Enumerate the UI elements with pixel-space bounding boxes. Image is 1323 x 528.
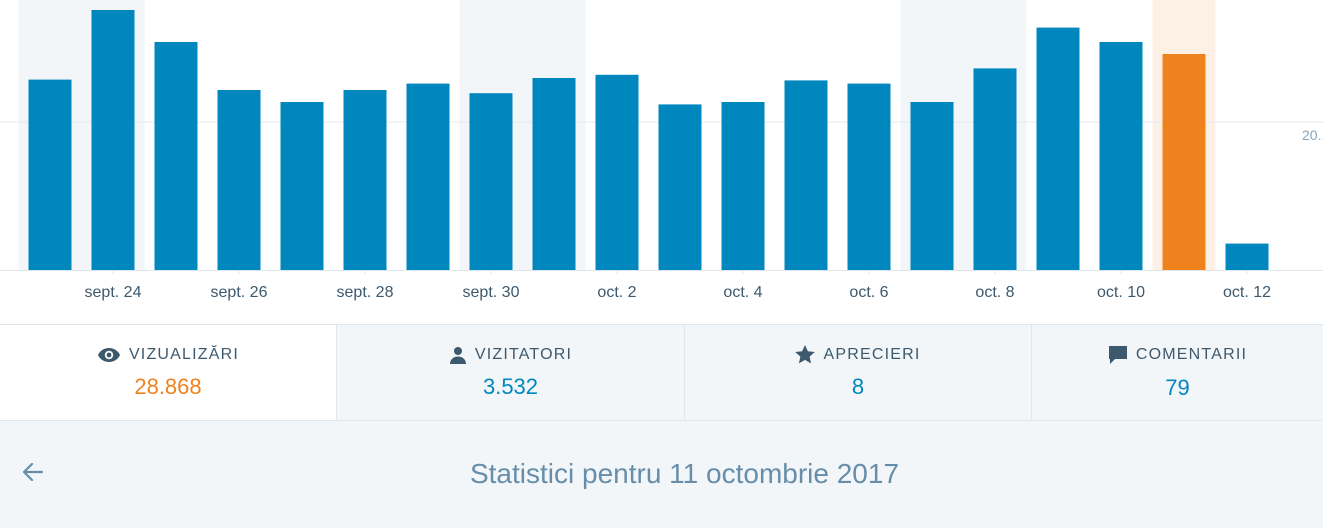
tab-visitors[interactable]: VIZITATORI 3.532 — [337, 325, 685, 420]
y-tick-label: 20.. — [1302, 127, 1323, 143]
x-tick-label: sept. 26 — [211, 284, 268, 301]
views-value: 28.868 — [134, 373, 202, 399]
x-tick-label: oct. 6 — [849, 284, 888, 301]
page-title: Statistici pentru 11 octombrie 2017 — [469, 458, 900, 489]
bar-oct-9 — [1036, 27, 1080, 270]
x-tick-label: sept. 30 — [463, 284, 520, 301]
back-button[interactable] — [20, 462, 46, 486]
star-icon — [795, 345, 816, 364]
comments-value: 79 — [1165, 374, 1190, 400]
bar-oct-5 — [784, 80, 828, 271]
bar-sept-26 — [217, 90, 261, 270]
tab-likes[interactable]: APRECIERI 8 — [685, 325, 1032, 420]
comment-icon — [1108, 345, 1128, 365]
bar-oct-3 — [658, 104, 702, 271]
date-header — [0, 421, 1323, 528]
x-tick-label: oct. 2 — [597, 284, 636, 301]
bar-chart: sept. 24 sept. 26 sept. 28 sept. 30 oct. 2 oc… — [0, 0, 1323, 301]
bar-oct-6 — [847, 83, 891, 270]
bar-oct-11 — [1162, 54, 1206, 270]
x-tick-label: oct. 4 — [723, 284, 762, 301]
eye-icon — [97, 347, 121, 363]
bar-sept-27 — [280, 102, 324, 270]
bar-oct-8 — [973, 68, 1017, 271]
chart-canvas: sept. 24 sept. 26 sept. 28 sept. 30 oct. 2 oc… — [0, 0, 1323, 301]
bar-oct-2 — [595, 74, 639, 270]
bar-oct-1 — [532, 78, 576, 270]
bar-oct-4 — [721, 102, 765, 270]
bar-sept-25 — [154, 42, 198, 270]
likes-label: APRECIERI — [823, 345, 921, 363]
tab-comments[interactable]: COMENTARII 79 — [1032, 325, 1323, 420]
bar-oct-12 — [1225, 243, 1269, 270]
views-label: VIZUALIZĂRI — [128, 345, 240, 363]
x-tick-label: oct. 8 — [975, 284, 1014, 301]
person-icon — [449, 346, 467, 364]
visitors-label: VIZITATORI — [474, 345, 573, 363]
bar-sept-23 — [28, 79, 72, 270]
bar-sept-29 — [406, 83, 450, 270]
stats-tabs: VIZUALIZĂRI 28.868 VIZITATORI 3.532 APRE… — [0, 324, 1323, 421]
likes-value: 8 — [851, 374, 865, 399]
bar-sept-30 — [469, 93, 513, 270]
x-tick-label: sept. 24 — [85, 284, 142, 301]
bar-oct-10 — [1099, 42, 1143, 270]
x-tick-label: sept. 28 — [337, 284, 394, 301]
tab-views[interactable]: VIZUALIZĂRI 28.868 — [0, 325, 337, 420]
bar-sept-24 — [91, 10, 135, 270]
bar-oct-7 — [910, 102, 954, 270]
arrow-left-icon — [22, 462, 44, 486]
visitors-value: 3.532 — [482, 373, 539, 399]
comments-label: COMENTARII — [1135, 345, 1248, 363]
x-tick-label: oct. 12 — [1223, 284, 1271, 301]
bar-sept-28 — [343, 90, 387, 270]
x-tick-label: oct. 10 — [1097, 284, 1145, 301]
